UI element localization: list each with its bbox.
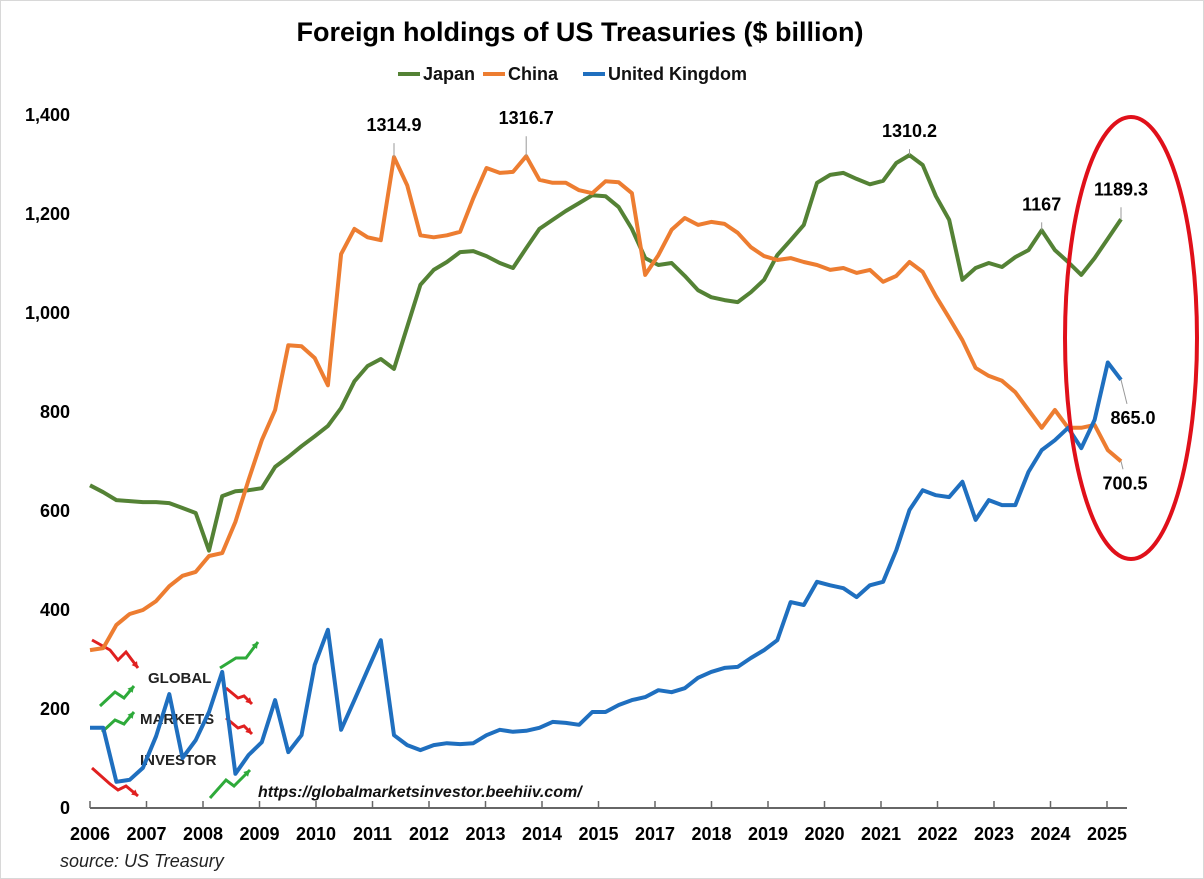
y-tick-label: 1,400 bbox=[25, 105, 70, 125]
y-tick-label: 1,000 bbox=[25, 303, 70, 323]
logo-arrowhead-icon bbox=[243, 770, 250, 777]
x-tick-label: 2007 bbox=[126, 824, 166, 844]
annotation-label: 700.5 bbox=[1102, 473, 1147, 493]
y-tick-label: 400 bbox=[40, 600, 70, 620]
x-tick-label: 2022 bbox=[917, 824, 957, 844]
x-tick-label: 2024 bbox=[1030, 824, 1070, 844]
logo-arrowhead-icon bbox=[251, 642, 258, 649]
x-tick-label: 2021 bbox=[861, 824, 901, 844]
y-tick-label: 0 bbox=[60, 798, 70, 818]
logo-arrow-icon bbox=[98, 685, 136, 708]
y-tick-label: 200 bbox=[40, 699, 70, 719]
x-tick-label: 2023 bbox=[974, 824, 1014, 844]
annotation-leader bbox=[1120, 379, 1128, 404]
chart-title: Foreign holdings of US Treasuries ($ bil… bbox=[296, 17, 863, 47]
x-tick-label: 2008 bbox=[183, 824, 223, 844]
legend-label: United Kingdom bbox=[608, 64, 747, 84]
y-axis: 0 200 400 600 800 1,000 1,200 1,400 bbox=[25, 105, 70, 818]
x-axis: 2006 2007 2008 2009 2010 2011 2012 2013 2014 2015… bbox=[70, 801, 1127, 844]
logo-arrow-icon bbox=[219, 641, 260, 670]
x-tick-label: 2012 bbox=[409, 824, 449, 844]
logo-arrowhead-icon bbox=[127, 686, 134, 693]
highlight-ellipse bbox=[1063, 115, 1199, 561]
y-tick-label: 1,200 bbox=[25, 204, 70, 224]
logo-arrowhead-icon bbox=[245, 727, 252, 734]
logo-arrowhead-icon bbox=[131, 661, 138, 668]
watermark-logo: GLOBAL MARKETS INVESTOR bbox=[91, 638, 260, 799]
legend-label: Japan bbox=[423, 64, 475, 84]
x-tick-label: 2020 bbox=[804, 824, 844, 844]
annotation-label: 1167 bbox=[1022, 194, 1061, 214]
x-tick-label: 2017 bbox=[635, 824, 675, 844]
logo-text-global: GLOBAL bbox=[148, 670, 211, 687]
annotation-label: 865.0 bbox=[1110, 408, 1155, 428]
x-tick-label: 2009 bbox=[239, 824, 279, 844]
series-line-china bbox=[89, 154, 1123, 653]
source-note: source: US Treasury bbox=[60, 851, 225, 871]
logo-arrow-icon bbox=[91, 766, 139, 798]
y-tick-label: 800 bbox=[40, 402, 70, 422]
x-tick-label: 2018 bbox=[691, 824, 731, 844]
series-line-japan bbox=[89, 153, 1123, 553]
x-tick-label: 2025 bbox=[1087, 824, 1127, 844]
series-line-united-kingdom bbox=[90, 360, 1123, 784]
source-url: https://globalmarketsinvestor.beehiiv.co… bbox=[258, 784, 583, 801]
x-tick-label: 2015 bbox=[578, 824, 618, 844]
x-tick-label: 2013 bbox=[465, 824, 505, 844]
x-tick-label: 2006 bbox=[70, 824, 110, 844]
x-tick-label: 2010 bbox=[296, 824, 336, 844]
annotation-label: 1189.3 bbox=[1094, 179, 1148, 199]
annotation-label: 1310.2 bbox=[882, 121, 937, 141]
logo-arrowhead-icon bbox=[131, 789, 138, 796]
annotations: 1314.9 1316.7 1310.2 1167 1189.3 865.0 700.5 bbox=[366, 108, 1155, 493]
logo-arrow-icon bbox=[100, 711, 136, 734]
logo-arrowhead-icon bbox=[127, 712, 134, 719]
logo-arrows-icon bbox=[91, 638, 260, 799]
logo-arrow-icon bbox=[208, 768, 252, 799]
x-tick-label: 2019 bbox=[748, 824, 788, 844]
legend-label: China bbox=[508, 64, 559, 84]
legend: Japan China United Kingdom bbox=[398, 64, 747, 84]
series-lines bbox=[89, 153, 1123, 784]
annotation-label: 1314.9 bbox=[366, 115, 421, 135]
x-tick-label: 2014 bbox=[522, 824, 562, 844]
annotation-label: 1316.7 bbox=[499, 108, 554, 128]
annotation-leader bbox=[1120, 461, 1124, 470]
x-tick-label: 2011 bbox=[353, 824, 392, 844]
y-tick-label: 600 bbox=[40, 501, 70, 521]
logo-arrowhead-icon bbox=[245, 697, 252, 704]
logo-text-investor: INVESTOR bbox=[140, 752, 217, 769]
